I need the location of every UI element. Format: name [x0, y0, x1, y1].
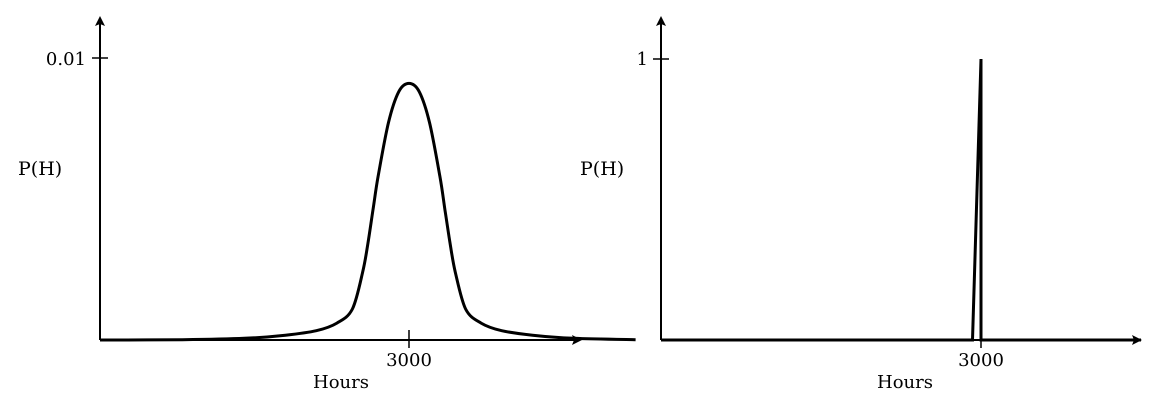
x-tick-label: 3000	[386, 350, 432, 371]
y-tick-label: 1	[637, 49, 648, 70]
distribution-curve	[99, 81, 636, 342]
x-axis-label: Hours	[877, 372, 933, 393]
y-tick-label: 0.01	[46, 49, 86, 70]
chart-right-spike: 1 3000 P(H) Hours	[580, 16, 1142, 393]
chart-left-gaussian: 0.01 3000 P(H) Hours	[18, 16, 636, 393]
spike-line	[661, 58, 1141, 342]
y-axis-label: P(H)	[18, 158, 62, 180]
x-axis-label: Hours	[313, 372, 369, 393]
y-axis-label: P(H)	[580, 158, 624, 180]
x-tick-label: 3000	[958, 350, 1004, 371]
